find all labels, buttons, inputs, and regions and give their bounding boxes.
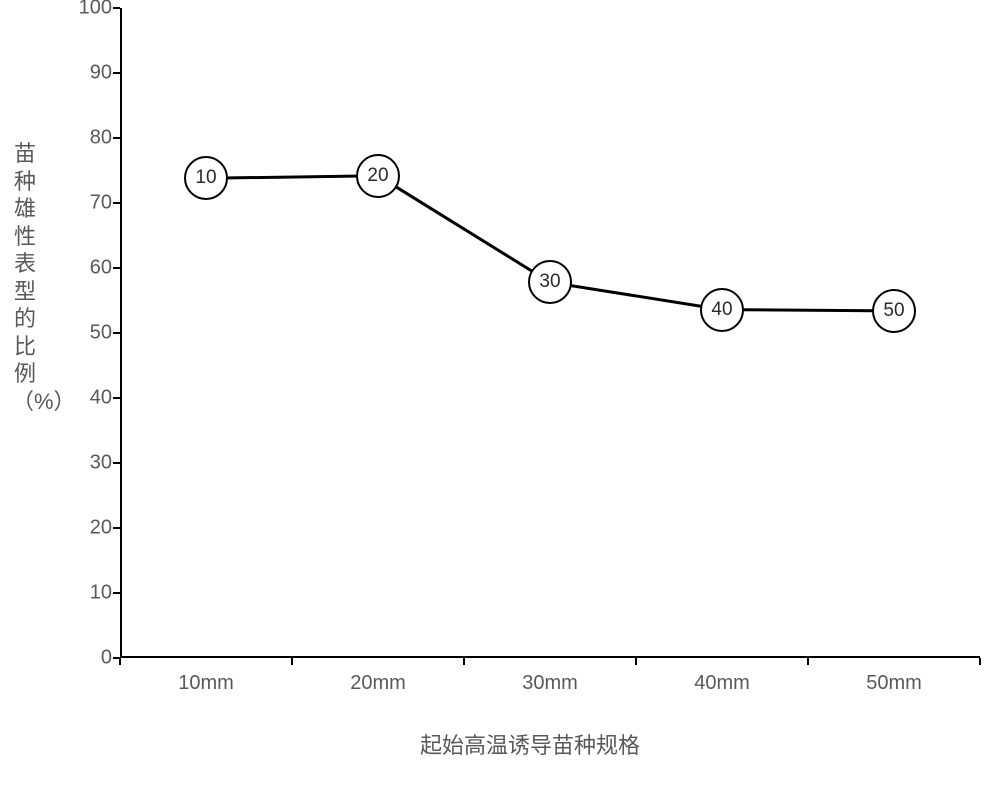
y-tick-label: 70 [52, 192, 112, 215]
y-tick-mark [113, 332, 120, 334]
data-point-marker: 20 [356, 154, 400, 198]
data-point-marker: 10 [184, 156, 228, 200]
y-tick-mark [113, 7, 120, 9]
x-tick-mark [807, 658, 809, 665]
y-tick-label: 80 [52, 127, 112, 150]
x-tick-label: 40mm [662, 672, 782, 695]
x-tick-label: 20mm [318, 672, 438, 695]
y-tick-mark [113, 527, 120, 529]
x-tick-label: 10mm [146, 672, 266, 695]
x-tick-mark [119, 658, 121, 665]
x-tick-mark [291, 658, 293, 665]
x-tick-label: 50mm [834, 672, 954, 695]
y-tick-label: 90 [52, 62, 112, 85]
y-tick-label: 100 [52, 0, 112, 20]
y-tick-label: 0 [52, 647, 112, 670]
x-tick-mark [979, 658, 981, 665]
y-tick-label: 30 [52, 452, 112, 475]
y-axis-title: 苗种雄性表型的比例（%） [12, 140, 38, 415]
y-tick-mark [113, 267, 120, 269]
y-tick-mark [113, 137, 120, 139]
y-tick-mark [113, 592, 120, 594]
y-tick-mark [113, 397, 120, 399]
x-axis-title: 起始高温诱导苗种规格 [420, 728, 640, 760]
y-tick-mark [113, 462, 120, 464]
y-tick-label: 20 [52, 517, 112, 540]
data-point-marker: 40 [700, 288, 744, 332]
data-point-marker: 30 [528, 260, 572, 304]
y-tick-mark [113, 72, 120, 74]
y-tick-mark [113, 202, 120, 204]
y-tick-label: 50 [52, 322, 112, 345]
y-tick-label: 60 [52, 257, 112, 280]
x-tick-mark [635, 658, 637, 665]
data-point-marker: 50 [872, 289, 916, 333]
x-tick-label: 30mm [490, 672, 610, 695]
chart-container: 0 10 20 30 40 50 60 70 80 90 100 10mm 20mm 30mm 40mm 5… [0, 0, 1000, 796]
line-series [120, 8, 980, 658]
y-tick-label: 10 [52, 582, 112, 605]
x-tick-mark [463, 658, 465, 665]
